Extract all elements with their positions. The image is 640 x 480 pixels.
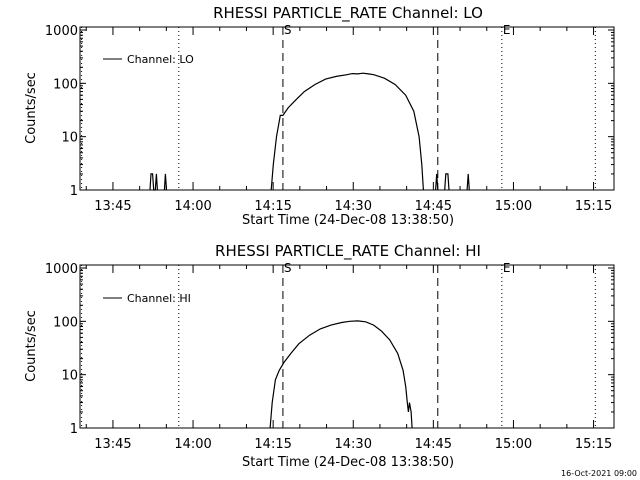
x-tick-label: 14:15: [254, 437, 291, 452]
y-tick-label: 1000: [45, 24, 78, 39]
y-tick-label: 100: [53, 77, 78, 92]
series-line-segment: [163, 173, 168, 191]
x-tick-label: 15:15: [575, 437, 612, 452]
x-axis-ticks-hi: 13:45 14:00 14:15 14:30 14:45 15:00 15:15: [85, 265, 612, 452]
series-lines-hi: [269, 320, 413, 429]
chart-title-lo: RHESSI PARTICLE_RATE Channel: LO: [213, 4, 483, 23]
legend-lo: Channel: LO: [103, 53, 194, 66]
series-line-segment: [269, 320, 413, 429]
y-axis-ticks-lo: 1 10 100 1000: [45, 24, 614, 199]
plot-frame-lo: [79, 26, 615, 191]
x-tick-label: 13:45: [94, 437, 131, 452]
y-tick-label: 1: [70, 422, 78, 437]
series-line-segment: [466, 173, 470, 191]
time-marker-label: E: [503, 261, 511, 275]
y-tick-label: 1: [70, 184, 78, 199]
series-line-segment: [435, 173, 439, 191]
y-tick-label: 10: [61, 369, 78, 384]
time-marker-label: S: [284, 261, 292, 275]
series-line-segment: [270, 72, 424, 191]
legend-label-hi: Channel: HI: [127, 292, 191, 305]
y-axis-ticks-hi: 1 10 100 1000: [45, 262, 614, 437]
legend-label-lo: Channel: LO: [127, 53, 194, 66]
legend-hi: Channel: HI: [103, 292, 191, 305]
x-tick-label: 15:15: [575, 199, 612, 214]
series-line-segment: [444, 173, 450, 191]
x-tick-label: 14:00: [174, 437, 211, 452]
x-tick-label: 14:45: [415, 437, 452, 452]
x-tick-label: 14:45: [415, 199, 452, 214]
x-tick-label: 13:45: [94, 199, 131, 214]
time-marker-label: S: [284, 23, 292, 37]
x-axis-label-hi: Start Time (24-Dec-08 13:38:50): [242, 455, 454, 470]
x-tick-label: 14:00: [174, 199, 211, 214]
x-tick-label: 14:15: [254, 199, 291, 214]
x-tick-label: 15:00: [495, 437, 532, 452]
x-tick-label: 15:00: [495, 199, 532, 214]
y-tick-label: 100: [53, 315, 78, 330]
plot-frame-hi: [79, 264, 615, 429]
x-tick-label: 14:30: [335, 437, 372, 452]
y-axis-label-hi: Counts/sec: [24, 310, 39, 382]
x-axis-label-lo: Start Time (24-Dec-08 13:38:50): [242, 213, 454, 228]
y-tick-label: 1000: [45, 262, 78, 277]
x-axis-ticks-lo: 13:45 14:00 14:15 14:30 14:45 15:00 15:15: [85, 27, 612, 214]
x-tick-label: 14:30: [335, 199, 372, 214]
series-line-segment: [149, 173, 158, 191]
timestamp-footer: 16-Oct-2021 09:00: [561, 469, 637, 478]
series-lines-lo: [149, 72, 470, 191]
chart-title-hi: RHESSI PARTICLE_RATE Channel: HI: [215, 242, 481, 261]
time-marker-label: E: [503, 23, 511, 37]
y-tick-label: 10: [61, 131, 78, 146]
y-axis-label-lo: Counts/sec: [24, 72, 39, 144]
